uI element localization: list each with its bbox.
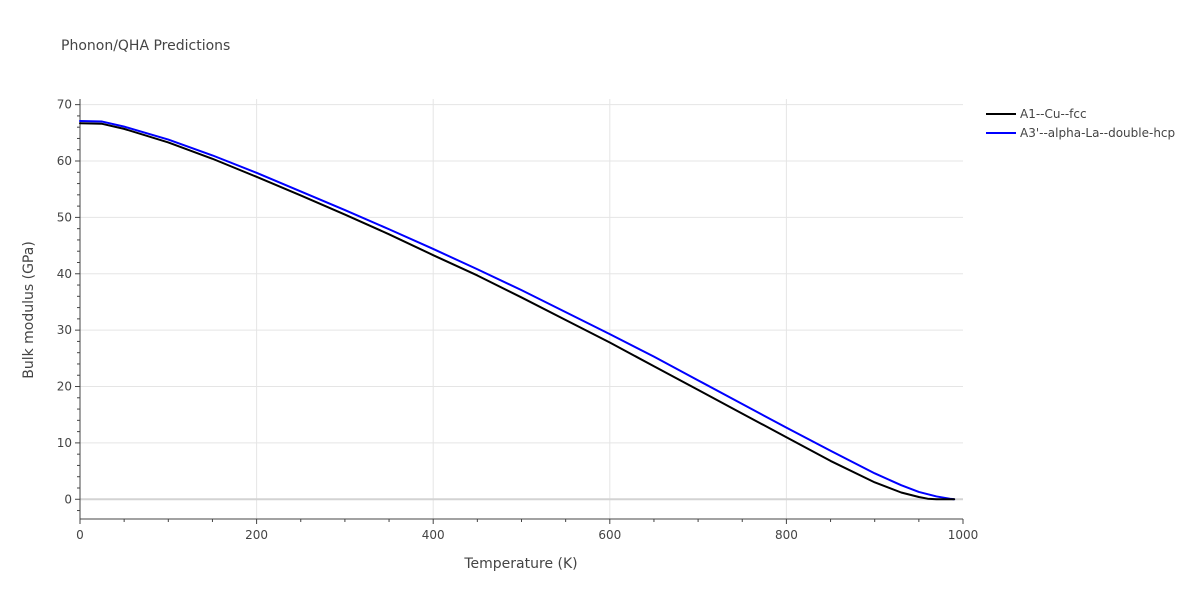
y-tick-label: 30 (57, 323, 72, 337)
legend-label: A3'--alpha-La--double-hcp (1020, 126, 1175, 140)
legend-label: A1--Cu--fcc (1020, 107, 1087, 121)
y-tick-label: 10 (57, 436, 72, 450)
legend: A1--Cu--fcc A3'--alpha-La--double-hcp (986, 107, 1175, 140)
series-layer (79, 119, 956, 501)
y-tick-label: 0 (64, 492, 72, 506)
chart-title: Phonon/QHA Predictions (61, 38, 230, 54)
series-line-0 (79, 122, 956, 501)
x-tick-label: 1000 (948, 528, 979, 542)
y-tick-label: 50 (57, 210, 72, 224)
y-tick-label: 40 (57, 267, 72, 281)
x-axis-title: Temperature (K) (463, 556, 577, 572)
y-tick-label: 20 (57, 380, 72, 394)
x-tick-label: 200 (245, 528, 268, 542)
x-tick-label: 800 (775, 528, 798, 542)
axis-layer: 0 200 400 600 800 1000 0 10 20 30 40 50 60 70 (57, 98, 979, 542)
x-tick-label: 0 (76, 528, 84, 542)
x-tick-label: 400 (422, 528, 445, 542)
y-tick-label: 60 (57, 154, 72, 168)
y-axis-title: Bulk modulus (GPa) (21, 241, 37, 379)
x-tick-label: 600 (598, 528, 621, 542)
series-line-1 (79, 119, 956, 501)
y-tick-label: 70 (57, 98, 72, 112)
